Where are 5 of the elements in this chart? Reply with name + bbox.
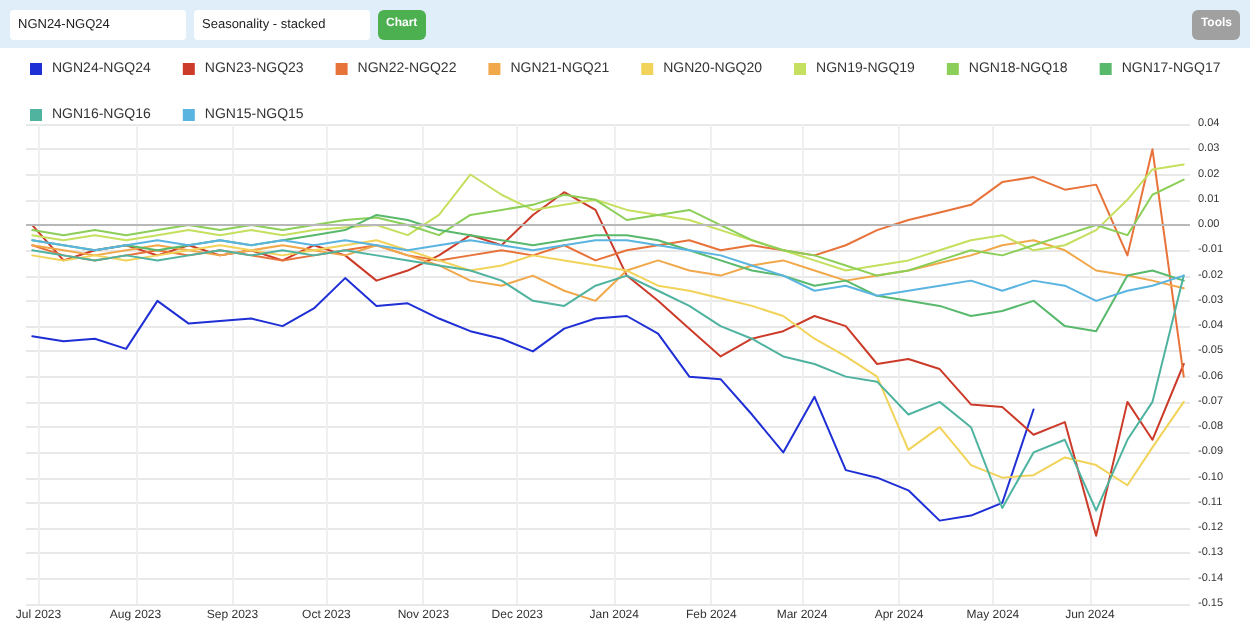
line-series <box>31 163 1185 272</box>
line-series <box>31 239 1185 302</box>
line-series <box>31 277 1035 522</box>
line-series <box>31 178 1185 277</box>
line-series <box>31 191 1185 537</box>
